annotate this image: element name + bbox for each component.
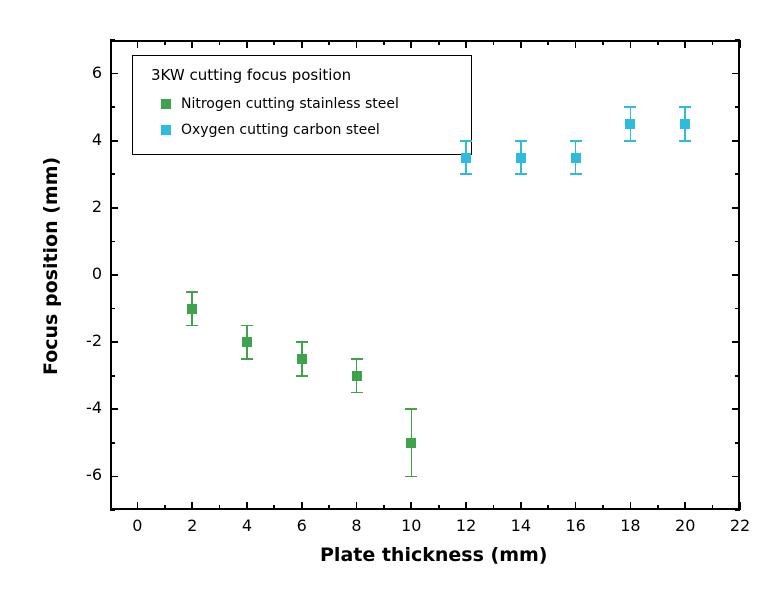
- x-tick-label: 8: [337, 516, 377, 535]
- figure-root: Plate thickness (mm) Focus position (mm)…: [0, 0, 779, 597]
- errorbar-cap: [624, 106, 636, 108]
- x-tick-label: 4: [227, 516, 267, 535]
- legend-title: 3KW cutting focus position: [151, 66, 351, 84]
- errorbar-cap: [241, 358, 253, 360]
- y-tick-label: 4: [62, 130, 102, 149]
- y-tick-label: -6: [62, 465, 102, 484]
- errorbar-cap: [186, 325, 198, 327]
- x-tick-label: 10: [391, 516, 431, 535]
- y-tick-label: 6: [62, 63, 102, 82]
- y-tick-label: 2: [62, 197, 102, 216]
- errorbar-cap: [241, 325, 253, 327]
- x-tick-label: 14: [501, 516, 541, 535]
- errorbar-cap: [296, 341, 308, 343]
- errorbar-cap: [405, 476, 417, 478]
- y-tick-label: -2: [62, 331, 102, 350]
- errorbar-cap: [515, 173, 527, 175]
- legend-entry: Oxygen cutting carbon steel: [161, 122, 380, 138]
- errorbar-cap: [679, 140, 691, 142]
- y-axis-title: Focus position (mm): [40, 157, 62, 375]
- legend-swatch: [161, 125, 171, 135]
- axis-border-top: [110, 40, 740, 42]
- errorbar-cap: [296, 375, 308, 377]
- errorbar-cap: [624, 140, 636, 142]
- legend: 3KW cutting focus position Nitrogen cutt…: [132, 55, 472, 155]
- data-point: [406, 438, 416, 448]
- errorbar-cap: [351, 358, 363, 360]
- x-tick-label: 2: [172, 516, 212, 535]
- data-point: [242, 337, 252, 347]
- errorbar-cap: [460, 140, 472, 142]
- data-point: [625, 119, 635, 129]
- legend-entry-label: Nitrogen cutting stainless steel: [181, 96, 399, 112]
- errorbar-cap: [351, 392, 363, 394]
- errorbar-cap: [405, 408, 417, 410]
- data-point: [680, 119, 690, 129]
- x-tick-label: 0: [117, 516, 157, 535]
- data-point: [571, 153, 581, 163]
- x-tick-label: 6: [282, 516, 322, 535]
- errorbar-cap: [570, 173, 582, 175]
- y-tick-label: -4: [62, 398, 102, 417]
- x-tick-label: 22: [720, 516, 760, 535]
- x-tick-label: 18: [610, 516, 650, 535]
- y-tick-label: 0: [62, 264, 102, 283]
- errorbar-cap: [186, 291, 198, 293]
- data-point: [352, 371, 362, 381]
- errorbar-cap: [515, 140, 527, 142]
- data-point: [187, 304, 197, 314]
- legend-entry: Nitrogen cutting stainless steel: [161, 96, 399, 112]
- x-tick-label: 20: [665, 516, 705, 535]
- axis-border-bottom: [110, 508, 740, 510]
- errorbar-cap: [460, 173, 472, 175]
- x-tick-label: 12: [446, 516, 486, 535]
- data-point: [461, 153, 471, 163]
- data-point: [297, 354, 307, 364]
- legend-swatch: [161, 99, 171, 109]
- x-tick-label: 16: [556, 516, 596, 535]
- errorbar-cap: [570, 140, 582, 142]
- legend-entry-label: Oxygen cutting carbon steel: [181, 122, 380, 138]
- x-axis-title: Plate thickness (mm): [320, 544, 547, 566]
- errorbar-cap: [679, 106, 691, 108]
- data-point: [516, 153, 526, 163]
